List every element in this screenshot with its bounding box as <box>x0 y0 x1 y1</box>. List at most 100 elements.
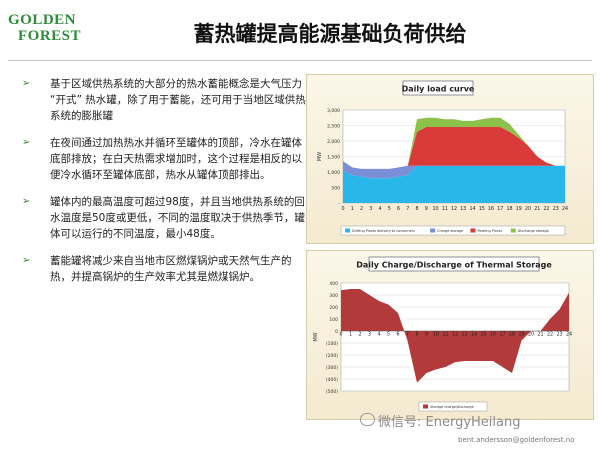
x-tick-label: 9 <box>425 332 428 338</box>
x-tick-label: 13 <box>460 206 466 212</box>
y-tick-label: 2,000 <box>327 139 340 145</box>
bullet-list: ➢ 基于区域供热系统的大部分的热水蓄能概念是大气压力 “开式” 热水罐，除了用于… <box>10 76 310 296</box>
footer-email: bent.andersson@goldenforest.no <box>458 436 575 444</box>
x-tick-label: 20 <box>525 206 531 212</box>
bullet-item: ➢ 罐体内的最高温度可超过98度，并且当地供热系统的回水温度是50度或更低，不同… <box>10 194 310 242</box>
x-tick-label: 12 <box>452 332 458 338</box>
x-tick-label: 0 <box>339 332 342 338</box>
x-tick-label: 8 <box>415 332 418 338</box>
x-tick-label: 9 <box>425 206 428 212</box>
x-tick-label: 3 <box>369 206 372 212</box>
y-tick-label: (300) <box>326 365 338 371</box>
x-tick-label: 0 <box>341 206 344 212</box>
legend-swatch <box>430 228 436 233</box>
y-tick-label: 1,000 <box>327 170 340 176</box>
chart-title: Daily Charge/Discharge of Thermal Storag… <box>356 261 552 270</box>
x-tick-label: 2 <box>358 332 361 338</box>
arrow-bullet-icon: ➢ <box>22 196 31 207</box>
y-tick-label: 0 <box>335 329 338 335</box>
x-tick-label: 19 <box>516 206 522 212</box>
legend-box <box>340 225 566 236</box>
legend-label: Discharge storage <box>518 229 549 233</box>
x-tick-label: 11 <box>442 332 448 338</box>
y-tick-label: - <box>338 202 340 207</box>
y-tick-label: 1,500 <box>327 154 340 160</box>
series-area <box>343 117 565 169</box>
x-tick-label: 18 <box>509 332 515 338</box>
legend-swatch <box>510 228 516 233</box>
bullet-text: 蓄能罐将减少来自当地市区燃煤锅炉或天然气生产的热，并提高锅炉的生产效率尤其是燃煤… <box>50 255 292 283</box>
legend-label: Storage charge/discharge <box>430 405 474 409</box>
y-tick-label: (500) <box>326 389 338 395</box>
x-tick-label: 13 <box>461 332 467 338</box>
x-tick-label: 10 <box>433 332 439 338</box>
x-tick-label: 23 <box>556 332 562 338</box>
bullet-item: ➢ 基于区域供热系统的大部分的热水蓄能概念是大气压力 “开式” 热水罐，除了用于… <box>10 76 310 124</box>
x-tick-label: 14 <box>469 206 475 212</box>
bullet-text: 罐体内的最高温度可超过98度，并且当地供热系统的回水温度是50度或更低，不同的温… <box>50 196 305 240</box>
x-tick-label: 18 <box>506 206 512 212</box>
series-area <box>341 289 569 383</box>
wechat-icon <box>360 413 375 426</box>
x-tick-label: 16 <box>488 206 494 212</box>
x-tick-label: 1 <box>351 206 354 212</box>
x-tick-label: 11 <box>442 206 448 212</box>
x-tick-label: 10 <box>432 206 438 212</box>
bullet-item: ➢ 在夜间通过加热热水并循环至罐体的顶部，冷水在罐体底部排放；在白天热需求增加时… <box>10 135 310 183</box>
y-tick-label: 500 <box>331 185 340 191</box>
x-tick-label: 24 <box>566 332 572 338</box>
legend-label: Drifting Plants delivery to consumers <box>352 229 415 233</box>
legend-swatch <box>345 228 350 233</box>
x-tick-label: 5 <box>388 206 391 212</box>
y-axis-label: MW <box>313 332 319 341</box>
y-tick-label: 400 <box>329 281 338 287</box>
logo-line2: FOREST <box>18 28 82 44</box>
y-tick-label: (400) <box>326 377 338 383</box>
x-tick-label: 23 <box>553 206 559 212</box>
x-tick-label: 12 <box>451 206 457 212</box>
x-tick-label: 16 <box>490 332 496 338</box>
x-tick-label: 19 <box>518 332 524 338</box>
header-divider <box>8 60 592 61</box>
x-tick-label: 17 <box>497 206 503 212</box>
daily-load-chart: Daily load curve 3,000 2,500 2,000 1,500 1,00… <box>317 80 568 236</box>
legend-label: Peaking Plants <box>477 229 502 233</box>
bullet-item: ➢ 蓄能罐将减少来自当地市区燃煤锅炉或天然气生产的热，并提高锅炉的生产效率尤其是… <box>10 253 310 285</box>
y-tick-label: 3,000 <box>327 108 340 114</box>
x-tick-label: 14 <box>471 332 477 338</box>
y-tick-label: 2,500 <box>327 123 340 129</box>
x-tick-label: 7 <box>406 206 409 212</box>
x-tick-label: 6 <box>397 206 400 212</box>
x-tick-label: 17 <box>499 332 505 338</box>
logo: GOLDEN FOREST <box>8 12 81 44</box>
series-area <box>343 161 565 179</box>
series-area <box>343 127 565 169</box>
y-axis-label: MW <box>317 152 323 161</box>
x-tick-label: 15 <box>479 206 485 212</box>
y-tick-label: (200) <box>326 353 338 359</box>
page-title: 蓄热罐提高能源基础负荷供给 <box>193 22 467 46</box>
x-tick-label: 21 <box>534 206 540 212</box>
arrow-bullet-icon: ➢ <box>22 78 31 89</box>
legend-label: Charge storage <box>437 229 463 233</box>
x-tick-label: 15 <box>480 332 486 338</box>
legend-swatch <box>470 228 476 233</box>
series-area <box>343 165 565 203</box>
y-tick-label: 300 <box>329 293 338 299</box>
x-tick-label: 1 <box>349 332 352 338</box>
chart-title-box <box>402 80 474 96</box>
x-tick-label: 3 <box>368 332 371 338</box>
x-tick-label: 20 <box>528 332 534 338</box>
x-tick-label: 4 <box>378 206 381 212</box>
x-tick-label: 5 <box>387 332 390 338</box>
daily-load-chart-panel: Daily load curve 3,000 2,500 2,000 1,500 1,00… <box>306 74 594 244</box>
x-tick-label: 2 <box>360 206 363 212</box>
arrow-bullet-icon: ➢ <box>22 137 31 148</box>
chart-title-box <box>368 256 540 272</box>
logo-line1: GOLDEN <box>8 12 77 28</box>
y-tick-label: 200 <box>329 305 338 311</box>
x-tick-label: 22 <box>547 332 553 338</box>
watermark: 微信号: EnergyHeilang <box>378 415 521 430</box>
legend-box <box>418 401 488 412</box>
arrow-bullet-icon: ➢ <box>22 255 31 266</box>
